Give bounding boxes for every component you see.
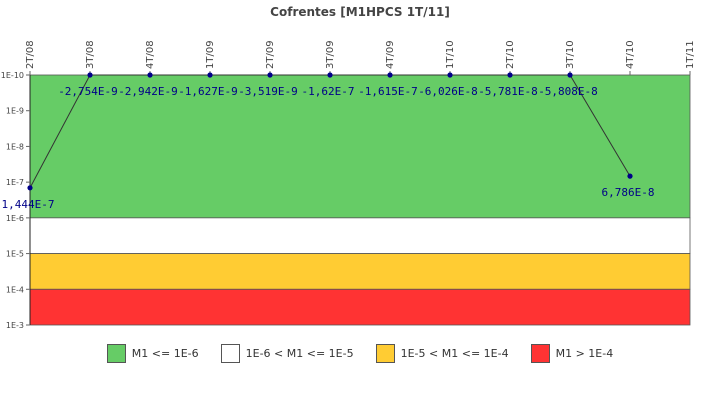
- data-point: [567, 72, 573, 78]
- y-tick-label: 1E-5: [6, 250, 24, 259]
- data-label: -6,026E-8: [418, 85, 478, 98]
- legend-label: 1E-6 < M1 <= 1E-5: [245, 347, 354, 360]
- band-rect: [29, 253, 691, 290]
- x-tick-label: 2T/10: [505, 40, 516, 69]
- x-tick-label: 3T/08: [85, 40, 96, 69]
- band-rect: [29, 288, 691, 326]
- x-tick-label: 3T/10: [565, 40, 576, 69]
- data-point: [387, 72, 393, 78]
- data-label: -3,519E-9: [238, 85, 298, 98]
- legend-item: M1 <= 1E-6: [106, 344, 199, 363]
- data-point: [627, 173, 633, 179]
- legend: M1 <= 1E-6 1E-6 < M1 <= 1E-5 1E-5 < M1 <…: [0, 344, 720, 363]
- data-point: [27, 185, 33, 191]
- band-rect: [29, 217, 691, 254]
- data-point: [507, 72, 513, 78]
- data-label: -1,615E-7: [358, 85, 418, 98]
- legend-label: M1 <= 1E-6: [131, 347, 199, 360]
- data-label: -5,781E-8: [478, 85, 538, 98]
- data-point: [87, 72, 93, 78]
- data-label: 1,444E-7: [2, 198, 55, 211]
- x-tick-label: 1T/10: [445, 40, 456, 69]
- legend-label: 1E-5 < M1 <= 1E-4: [400, 347, 509, 360]
- data-label: 6,786E-8: [602, 186, 655, 199]
- x-tick-label: 4T/08: [145, 40, 156, 69]
- x-tick-label: 1T/09: [205, 40, 216, 69]
- band-rect: [29, 74, 691, 219]
- data-point: [327, 72, 333, 78]
- x-tick-label: 4T/09: [385, 40, 396, 69]
- legend-swatch-white: [220, 344, 240, 363]
- legend-label: M1 > 1E-4: [555, 347, 614, 360]
- data-label: -5,808E-8: [538, 85, 598, 98]
- x-tick-label: 2T/09: [265, 40, 276, 69]
- data-label: -2,942E-9: [118, 85, 178, 98]
- x-tick-label: 3T/09: [325, 40, 336, 69]
- y-tick-label: 1E-4: [6, 285, 24, 294]
- data-point: [207, 72, 213, 78]
- data-point: [147, 72, 153, 78]
- y-tick-label: 1E-6: [6, 214, 24, 223]
- data-label: -1,62E-7: [302, 85, 355, 98]
- x-tick-label: 4T/10: [625, 40, 636, 69]
- legend-item: 1E-6 < M1 <= 1E-5: [220, 344, 354, 363]
- legend-swatch-yellow: [375, 344, 395, 363]
- y-tick-label: 1E-10: [1, 71, 24, 80]
- data-label: -2,754E-9: [58, 85, 118, 98]
- y-tick-label: 1E-8: [6, 142, 24, 151]
- data-point: [447, 72, 453, 78]
- legend-item: M1 > 1E-4: [530, 344, 614, 363]
- legend-item: 1E-5 < M1 <= 1E-4: [375, 344, 509, 363]
- legend-swatch-red: [530, 344, 550, 363]
- legend-swatch-green: [106, 344, 126, 363]
- y-tick-label: 1E-9: [6, 107, 24, 116]
- x-tick-label: 1T/11: [685, 40, 696, 69]
- x-tick-label: 2T/08: [25, 40, 36, 69]
- y-tick-label: 1E-3: [6, 321, 24, 330]
- chart-title: Cofrentes [M1HPCS 1T/11]: [270, 5, 450, 19]
- y-tick-label: 1E-7: [6, 178, 24, 187]
- data-label: -1,627E-9: [178, 85, 238, 98]
- data-point: [267, 72, 273, 78]
